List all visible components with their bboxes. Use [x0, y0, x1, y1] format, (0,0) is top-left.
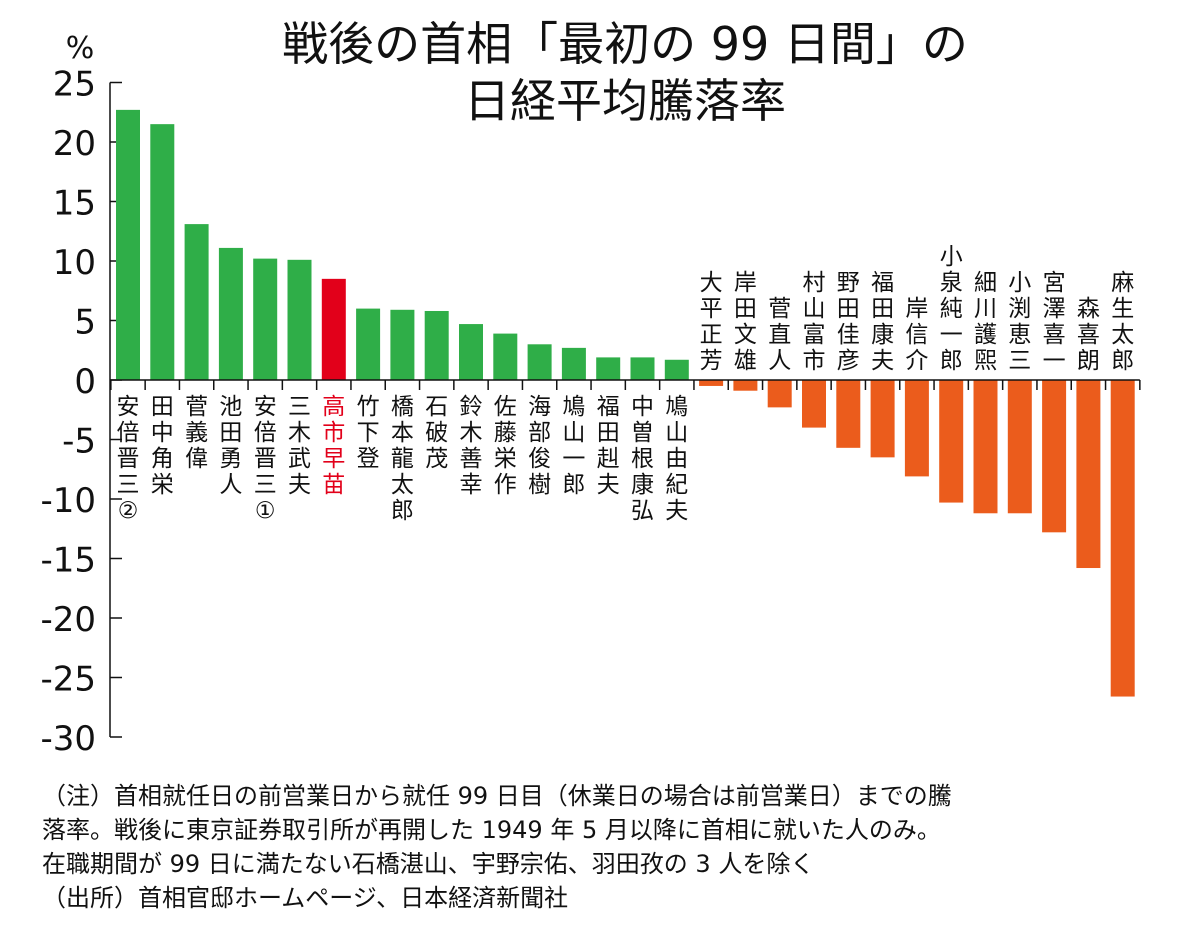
category-label: 三木武夫: [288, 394, 311, 498]
chart-title-line: 日経平均騰落率: [464, 74, 786, 128]
bar: [870, 380, 895, 458]
bar: [596, 357, 621, 380]
category-label: 中曽根康弘: [631, 394, 654, 524]
category-label: 麻生太郎: [1111, 270, 1134, 374]
chart-title-line: 戦後の首相「最初の 99 日間」の: [282, 17, 968, 71]
category-label: 高市早苗: [322, 394, 345, 498]
category-label: 安倍晋三 ②: [117, 394, 140, 524]
source-line: （出所）首相官邸ホームページ、日本経済新聞社: [42, 884, 569, 912]
bar: [527, 344, 552, 380]
bar: [836, 380, 861, 448]
y-tick-label: -10: [40, 481, 96, 521]
category-label: 小泉純一郎: [940, 244, 963, 374]
bar: [321, 278, 346, 380]
note-line-3: 在職期間が 99 日に満たない石橋湛山、宇野宗佑、羽田孜の 3 人を除く: [42, 850, 815, 878]
bar: [150, 124, 175, 381]
bar: [767, 380, 792, 408]
bar: [253, 258, 278, 380]
category-label: 橋本龍太郎: [391, 394, 414, 524]
category-label: 海部俊樹: [528, 394, 551, 498]
bar: [1076, 380, 1101, 569]
y-tick-label: -5: [62, 422, 96, 462]
category-label: 鈴木善幸: [460, 394, 483, 498]
y-tick-label: -20: [40, 600, 96, 640]
bar: [184, 224, 209, 380]
bar: [218, 247, 243, 380]
category-label: 佐藤栄作: [494, 394, 517, 498]
y-tick-label: -15: [40, 541, 96, 581]
bar: [733, 380, 758, 391]
bar: [1042, 380, 1067, 533]
category-label: 鳩山一郎: [562, 394, 585, 498]
bar: [802, 380, 826, 428]
note-line-1: （注）首相就任日の前営業日から就任 99 日目（休業日の場合は前営業日）までの騰: [42, 782, 952, 810]
bar: [1110, 380, 1135, 697]
bar: [939, 380, 964, 503]
bar: [493, 333, 518, 380]
bar: [424, 310, 449, 380]
category-label: 野田佳彦: [837, 270, 860, 374]
bar: [973, 380, 998, 514]
category-label: 大平正芳: [700, 270, 723, 374]
category-label: 池田勇人: [219, 394, 242, 498]
y-tick-label: 10: [53, 243, 96, 283]
category-label: 小渕恵三: [1008, 270, 1031, 374]
y-unit-label: %: [66, 31, 95, 66]
category-label: 菅義偉: [185, 394, 208, 472]
bar: [561, 347, 586, 380]
category-label: 岸田文雄: [734, 270, 757, 374]
category-label: 石破茂: [425, 394, 448, 472]
bar: [630, 357, 655, 380]
bar: [904, 380, 929, 477]
bar: [699, 380, 724, 386]
category-label: 岸信介: [905, 296, 928, 374]
y-tick-label: 5: [74, 303, 96, 343]
category-label: 細川護煕: [974, 270, 997, 374]
bar: [664, 359, 689, 380]
bar: [390, 309, 415, 380]
category-label: 鳩山由紀夫: [665, 394, 688, 524]
bar: [116, 109, 140, 381]
category-label: 宮澤喜一: [1043, 270, 1066, 374]
note-line-2: 落率。戦後に東京証券取引所が再開した 1949 年 5 月以降に首相に就いた人の…: [42, 816, 941, 844]
bar: [459, 324, 483, 380]
category-label: 菅直人: [768, 296, 791, 374]
y-tick-label: 25: [53, 65, 96, 105]
category-label: 田中角栄: [151, 394, 174, 498]
bar: [356, 308, 381, 380]
bar: [287, 259, 312, 380]
bar: [1007, 380, 1032, 514]
y-tick-label: 0: [74, 362, 96, 402]
category-label: 福田康夫: [871, 270, 894, 374]
category-label: 森喜朗: [1077, 296, 1100, 374]
category-label: 福田赳夫: [597, 394, 620, 498]
category-label: 竹下登: [357, 394, 380, 472]
y-tick-label: -30: [40, 719, 96, 759]
y-tick-label: 20: [53, 124, 96, 164]
y-tick-label: -25: [40, 660, 96, 700]
category-label: 村山富市: [803, 270, 826, 374]
y-tick-label: 15: [53, 184, 96, 224]
category-label: 安倍晋三 ①: [254, 394, 277, 524]
